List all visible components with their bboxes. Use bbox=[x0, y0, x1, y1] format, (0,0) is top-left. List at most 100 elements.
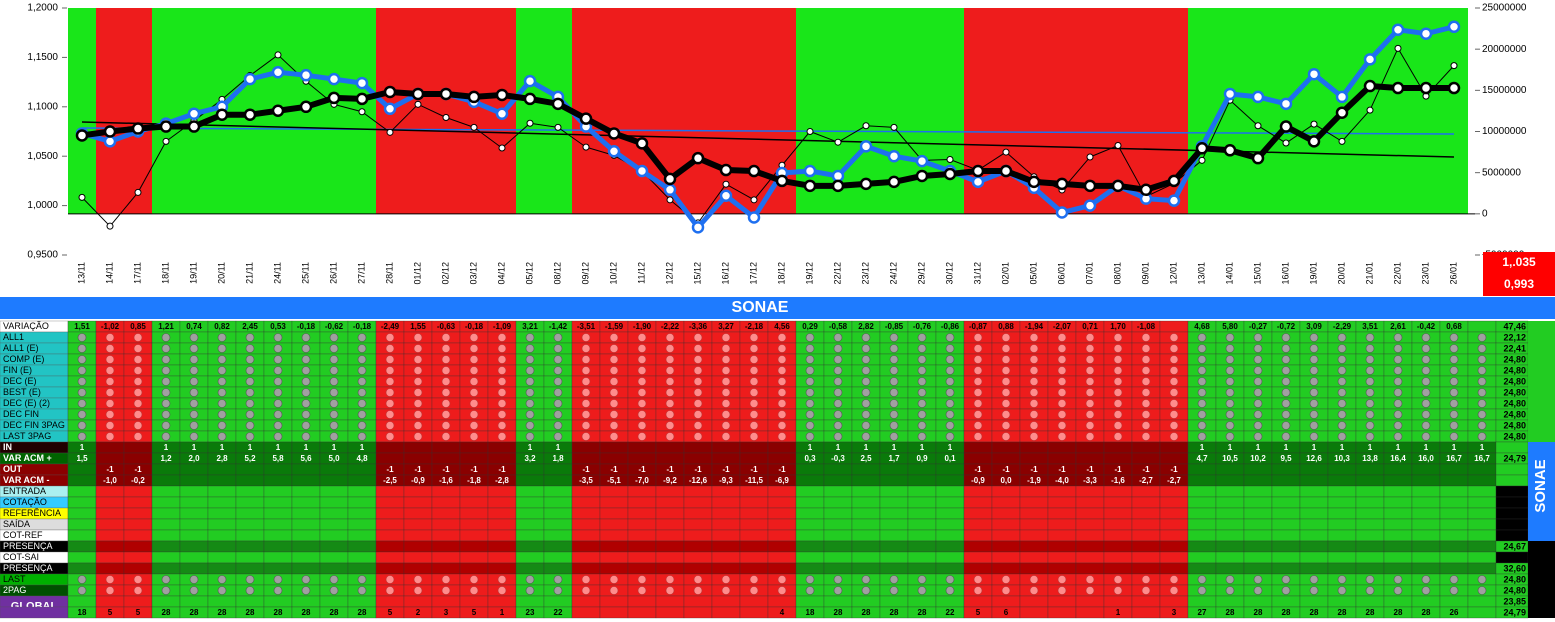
signal-dot bbox=[217, 399, 227, 408]
signal-dot bbox=[1029, 575, 1039, 584]
cell bbox=[459, 518, 489, 531]
signal-dot bbox=[1253, 575, 1263, 584]
signal-dot bbox=[665, 432, 675, 441]
x-tick-label: 05/12 bbox=[524, 262, 534, 285]
signal-dot bbox=[749, 344, 759, 353]
signal-dot bbox=[1225, 410, 1235, 419]
cell bbox=[683, 485, 713, 498]
cell-text: 28 bbox=[190, 608, 199, 617]
cell bbox=[1019, 518, 1049, 531]
cell bbox=[935, 496, 965, 509]
signal-dot bbox=[861, 410, 871, 419]
cell bbox=[1327, 529, 1357, 542]
point bbox=[719, 163, 733, 177]
signal-dot bbox=[805, 388, 815, 397]
cell-text: 27 bbox=[1198, 608, 1207, 617]
x-tick-label: 26/01 bbox=[1448, 262, 1458, 285]
cell bbox=[1159, 507, 1189, 520]
regime-band bbox=[796, 8, 824, 214]
cell bbox=[1411, 551, 1441, 564]
cell bbox=[515, 474, 545, 487]
signal-dot bbox=[609, 432, 619, 441]
cell bbox=[739, 496, 769, 509]
signal-dot bbox=[973, 377, 983, 386]
signal-dot bbox=[665, 355, 675, 364]
x-tick-label: 15/12 bbox=[692, 262, 702, 285]
cell bbox=[1131, 540, 1161, 553]
signal-dot bbox=[525, 333, 535, 342]
signal-dot bbox=[1449, 344, 1459, 353]
cell bbox=[1467, 474, 1497, 487]
signal-dot bbox=[1057, 355, 1067, 364]
signal-dot bbox=[1029, 586, 1039, 595]
cell-text: 5 bbox=[388, 608, 393, 617]
cell bbox=[683, 562, 713, 575]
signal-dot bbox=[161, 432, 171, 441]
cell bbox=[1299, 551, 1329, 564]
signal-dot bbox=[1253, 432, 1263, 441]
row-label: SAÍDA bbox=[3, 519, 30, 529]
signal-dot bbox=[1001, 410, 1011, 419]
cell bbox=[1271, 485, 1301, 498]
cell bbox=[319, 562, 349, 575]
cell-text: 28 bbox=[246, 608, 255, 617]
cell-text: -0,63 bbox=[437, 322, 456, 331]
x-tick-label: 12/01 bbox=[1168, 262, 1178, 285]
signal-dot bbox=[1421, 377, 1431, 386]
cell bbox=[935, 485, 965, 498]
signal-dot bbox=[805, 586, 815, 595]
cell-text: 28 bbox=[1254, 608, 1263, 617]
signal-dot bbox=[357, 586, 367, 595]
cell bbox=[907, 551, 937, 564]
cell bbox=[543, 474, 573, 487]
side-cell bbox=[1528, 607, 1555, 618]
x-tick-label: 13/01 bbox=[1196, 262, 1206, 285]
cell bbox=[1131, 562, 1161, 575]
point bbox=[523, 92, 537, 106]
signal-dot bbox=[357, 432, 367, 441]
side-cell bbox=[1528, 332, 1555, 343]
cell bbox=[375, 452, 405, 465]
cell-text: -3,36 bbox=[689, 322, 708, 331]
cell bbox=[1467, 529, 1497, 542]
cell bbox=[599, 441, 629, 454]
title-bar bbox=[0, 297, 1555, 319]
cell bbox=[1047, 551, 1077, 564]
signal-dot bbox=[525, 432, 535, 441]
signal-dot bbox=[161, 366, 171, 375]
signal-dot bbox=[861, 421, 871, 430]
point bbox=[383, 102, 397, 116]
cell bbox=[1327, 562, 1357, 575]
signal-dot bbox=[161, 344, 171, 353]
cell bbox=[67, 474, 97, 487]
signal-dot bbox=[1421, 586, 1431, 595]
signal-dot bbox=[1085, 399, 1095, 408]
cell bbox=[67, 496, 97, 509]
signal-dot bbox=[553, 421, 563, 430]
signal-dot bbox=[917, 355, 927, 364]
signal-dot bbox=[441, 575, 451, 584]
signal-dot bbox=[693, 344, 703, 353]
cell bbox=[179, 496, 209, 509]
cell bbox=[627, 518, 657, 531]
cell-text: 5 bbox=[976, 608, 981, 617]
cell bbox=[319, 529, 349, 542]
cell bbox=[935, 551, 965, 564]
signal-dot bbox=[1253, 333, 1263, 342]
cell-text: -0,3 bbox=[831, 454, 845, 463]
signal-dot bbox=[721, 410, 731, 419]
signal-dot bbox=[525, 399, 535, 408]
cell bbox=[1411, 496, 1441, 509]
cell bbox=[123, 595, 153, 608]
signal-dot bbox=[833, 586, 843, 595]
point bbox=[775, 174, 789, 188]
cell bbox=[151, 518, 181, 531]
point bbox=[1335, 106, 1349, 119]
cell bbox=[1159, 518, 1189, 531]
signal-dot bbox=[1449, 355, 1459, 364]
signal-dot bbox=[189, 377, 199, 386]
signal-dot bbox=[581, 355, 591, 364]
cell-text: 5 bbox=[136, 608, 141, 617]
cell-text: 1 bbox=[948, 443, 953, 452]
